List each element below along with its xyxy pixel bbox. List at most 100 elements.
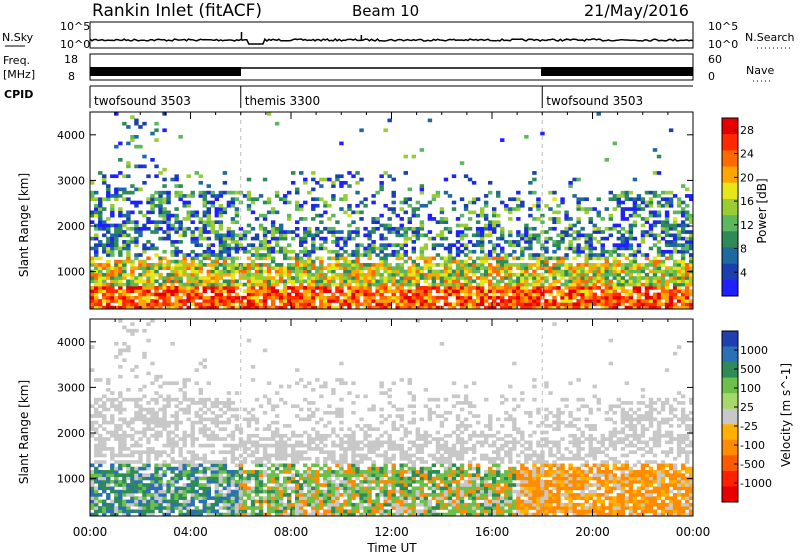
heatmap-cell xyxy=(331,509,336,514)
heatmap-cell xyxy=(451,302,457,307)
heatmap-cell xyxy=(138,499,143,504)
heatmap-cell xyxy=(262,299,268,303)
heatmap-cell xyxy=(102,299,107,303)
heatmap-cell xyxy=(347,259,352,264)
heatmap-cell xyxy=(198,230,203,234)
heatmap-cell xyxy=(174,190,179,195)
heatmap-cell xyxy=(122,282,127,287)
heatmap-cell xyxy=(556,272,561,277)
heatmap-cell xyxy=(520,236,525,241)
heatmap-cell xyxy=(150,361,155,366)
heatmap-cell xyxy=(278,433,284,438)
heatmap-cell xyxy=(355,305,360,310)
heatmap-cell xyxy=(250,470,256,474)
heatmap-cell xyxy=(222,479,228,484)
heatmap-cell xyxy=(226,470,232,474)
heatmap-cell xyxy=(266,240,272,244)
heatmap-cell xyxy=(250,450,256,455)
heatmap-cell xyxy=(130,289,135,293)
nsearch-tick-bottom: 10^0 xyxy=(708,38,738,51)
heatmap-cell xyxy=(399,305,404,310)
heatmap-cell xyxy=(459,161,465,165)
heatmap-cell xyxy=(455,249,461,254)
heatmap-cell xyxy=(150,302,155,307)
heatmap-cell xyxy=(138,272,143,277)
heatmap-cell xyxy=(222,180,228,185)
heatmap-cell xyxy=(242,266,248,270)
heatmap-cell xyxy=(628,236,634,241)
heatmap-cell xyxy=(347,184,352,188)
heatmap-cell xyxy=(138,276,143,280)
heatmap-cell xyxy=(291,456,296,461)
heatmap-cell xyxy=(234,470,240,474)
heatmap-cell xyxy=(427,266,433,270)
heatmap-cell xyxy=(138,506,143,510)
heatmap-cell xyxy=(90,295,95,300)
heatmap-cell xyxy=(114,355,119,359)
heatmap-cell xyxy=(291,450,296,455)
heatmap-cell xyxy=(327,226,332,231)
heatmap-cell xyxy=(226,479,232,484)
heatmap-cell xyxy=(307,470,312,474)
heatmap-cell xyxy=(174,486,179,491)
heatmap-cell xyxy=(584,240,589,244)
heatmap-cell xyxy=(198,476,203,481)
heatmap-cell xyxy=(146,483,151,487)
heatmap-cell xyxy=(182,460,187,464)
heatmap-cell xyxy=(359,128,364,133)
heatmap-cell xyxy=(624,292,630,297)
heatmap-cell xyxy=(500,289,505,293)
heatmap-cell xyxy=(130,302,135,307)
heatmap-cell xyxy=(226,499,232,504)
heatmap-cell xyxy=(403,305,408,310)
heatmap-cell xyxy=(154,483,159,487)
heatmap-cell xyxy=(138,286,143,290)
heatmap-cell xyxy=(347,207,352,211)
heatmap-cell xyxy=(299,276,304,280)
heatmap-cell xyxy=(576,220,581,225)
heatmap-cell xyxy=(134,466,139,471)
heatmap-cell xyxy=(270,295,276,300)
heatmap-cell xyxy=(122,460,127,464)
heatmap-cell xyxy=(399,295,404,300)
heatmap-cell xyxy=(371,217,376,221)
heatmap-cell xyxy=(548,190,553,195)
heatmap-cell xyxy=(648,190,654,195)
heatmap-cell xyxy=(130,236,135,241)
heatmap-cell xyxy=(150,427,155,432)
heatmap-cell xyxy=(363,203,368,208)
heatmap-cell xyxy=(98,447,103,451)
heatmap-cell xyxy=(668,292,674,297)
heatmap-cell xyxy=(266,289,272,293)
heatmap-cell xyxy=(315,476,320,481)
heatmap-cell xyxy=(524,279,529,284)
heatmap-cell xyxy=(496,253,501,257)
heatmap-cell xyxy=(250,489,256,494)
heatmap-cell xyxy=(319,417,324,422)
heatmap-cell xyxy=(391,299,396,303)
heatmap-cell xyxy=(190,496,195,500)
heatmap-cell xyxy=(407,217,412,221)
heatmap-cell xyxy=(367,282,372,287)
heatmap-cell xyxy=(656,279,662,284)
heatmap-cell xyxy=(246,295,252,300)
heatmap-cell xyxy=(483,289,489,293)
heatmap-cell xyxy=(327,305,332,310)
heatmap-cell xyxy=(130,437,135,441)
heatmap-cell xyxy=(138,279,143,284)
heatmap-cell xyxy=(592,302,597,307)
heatmap-cell xyxy=(303,246,308,251)
heatmap-cell xyxy=(564,210,569,215)
heatmap-cell xyxy=(110,391,115,395)
heatmap-cell xyxy=(343,256,348,261)
heatmap-cell xyxy=(202,486,207,491)
heatmap-cell xyxy=(451,272,457,277)
heatmap-cell xyxy=(114,263,119,267)
heatmap-cell xyxy=(652,266,658,270)
heatmap-cell xyxy=(616,292,622,297)
heatmap-cell xyxy=(98,220,103,225)
heatmap-cell xyxy=(295,483,300,487)
heatmap-cell xyxy=(299,286,304,290)
heatmap-cell xyxy=(110,430,115,435)
heatmap-cell xyxy=(278,295,284,300)
